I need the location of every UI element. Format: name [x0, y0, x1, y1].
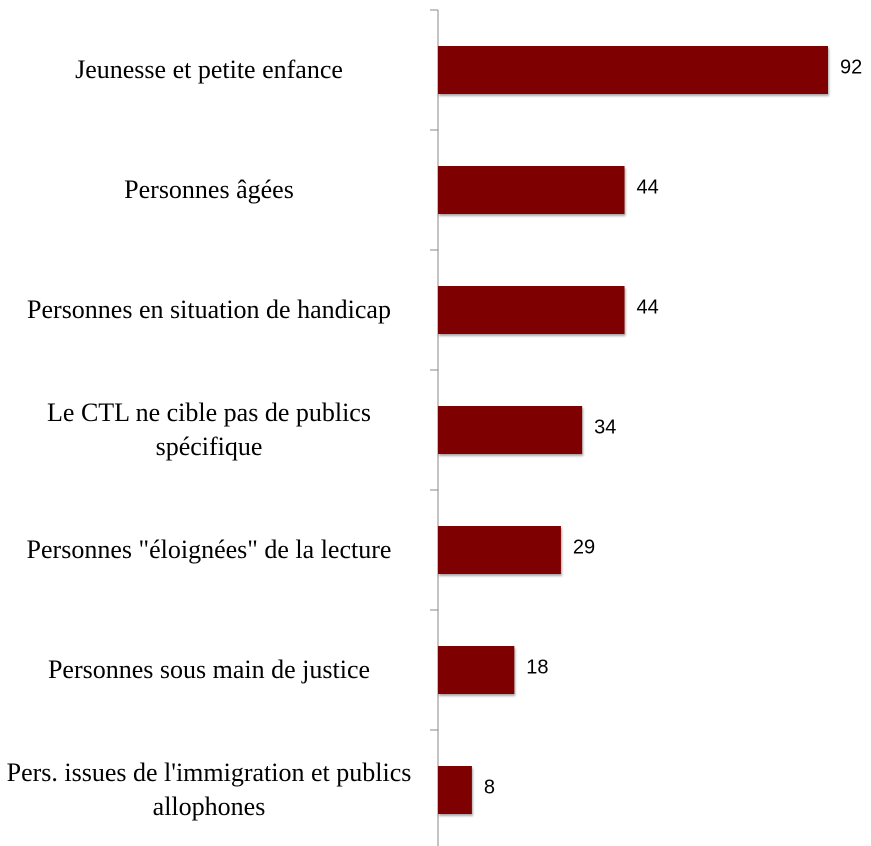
category-label: Pers. issues de l'immigration et publics… [6, 758, 412, 821]
category-label: Jeunesse et petite enfance [75, 55, 343, 84]
value-label: 18 [526, 656, 548, 678]
category-label: Personnes sous main de justice [47, 655, 371, 684]
bar [438, 766, 472, 814]
value-label: 44 [637, 296, 659, 318]
value-label: 8 [484, 776, 495, 798]
bar [438, 166, 625, 214]
category-label: Personnes en situation de handicap [27, 295, 391, 324]
category-label: Personnes "éloignées" de la lecture [26, 535, 392, 564]
value-label: 34 [594, 416, 616, 438]
bar [438, 406, 583, 454]
value-label: 44 [637, 176, 659, 198]
category-label: Personnes âgées [124, 175, 294, 204]
value-label: 92 [840, 56, 862, 78]
category-label: Le CTL ne cible pas de publics spécifiqu… [47, 398, 371, 461]
bar [438, 526, 561, 574]
bar [438, 286, 625, 334]
bar [438, 46, 828, 94]
value-label: 29 [573, 536, 595, 558]
bar [438, 646, 515, 694]
